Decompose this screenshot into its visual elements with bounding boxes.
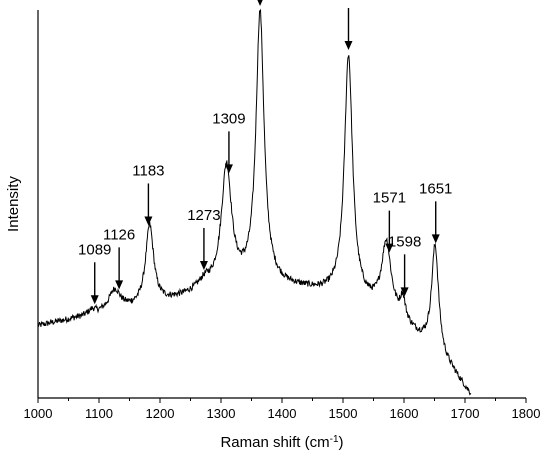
x-tick-label: 1800 [512,406,541,421]
x-tick-label: 1500 [329,406,358,421]
peak-label: 1509 [332,0,365,4]
annotation-arrow-head [431,234,440,244]
y-axis-title: Intensity [5,176,22,232]
x-tick-label: 1100 [85,406,113,421]
peak-label: 1309 [212,110,245,127]
annotation-arrow-head [90,295,99,305]
annotation-arrow-head [385,243,394,253]
peak-label: 1571 [373,190,406,207]
x-tick-label: 1300 [207,406,236,421]
spectrum-series-line [37,8,472,396]
annotation-arrow-head [144,216,153,226]
annotation-arrow-head [199,260,208,270]
x-tick-label: 1000 [24,406,53,421]
annotation-arrow-head [344,41,353,51]
peak-label: 1598 [388,233,421,250]
x-axis-title-suffix: ) [339,434,344,451]
peak-annotation-1089: 1089 [78,241,111,305]
peak-annotation-1571: 1571 [373,190,406,253]
peak-annotation-1273: 1273 [187,207,221,270]
peak-annotation-1598: 1598 [388,233,421,297]
annotation-arrow-head [257,0,263,7]
peak-label: 1183 [132,162,164,179]
peak-label: 1273 [187,207,220,224]
peak-annotation-1509: 1509 [332,0,365,51]
axes: 1000 1100 1200 1300 1400 1500 1600 1700 1800 [24,10,541,421]
peak-label: 1089 [78,241,111,258]
x-tick-label: 1400 [268,406,297,421]
annotation-arrow-head [400,287,409,297]
peak-label: 1651 [419,180,452,197]
peak-annotation-1183: 1183 [132,162,165,226]
annotation-arrow-head [115,280,124,290]
x-axis-title-main: Raman shift (cm [220,434,329,451]
x-axis-title-superscript: -1 [330,434,339,445]
annotation-arrow-head [224,164,233,174]
peak-annotation-1309: 1309 [212,110,246,174]
x-tick-label: 1700 [451,406,480,421]
peak-label: 1126 [103,226,135,243]
peak-annotation-1651: 1651 [419,180,452,244]
x-axis-title: Raman shift (cm-1) [220,434,343,452]
plot-area [37,8,472,396]
peak-annotation-1126: 1126 [103,226,135,290]
x-tick-label: 1200 [146,406,175,421]
peak-annotation-1364: 1364 [257,0,263,7]
x-tick-label: 1600 [390,406,419,421]
